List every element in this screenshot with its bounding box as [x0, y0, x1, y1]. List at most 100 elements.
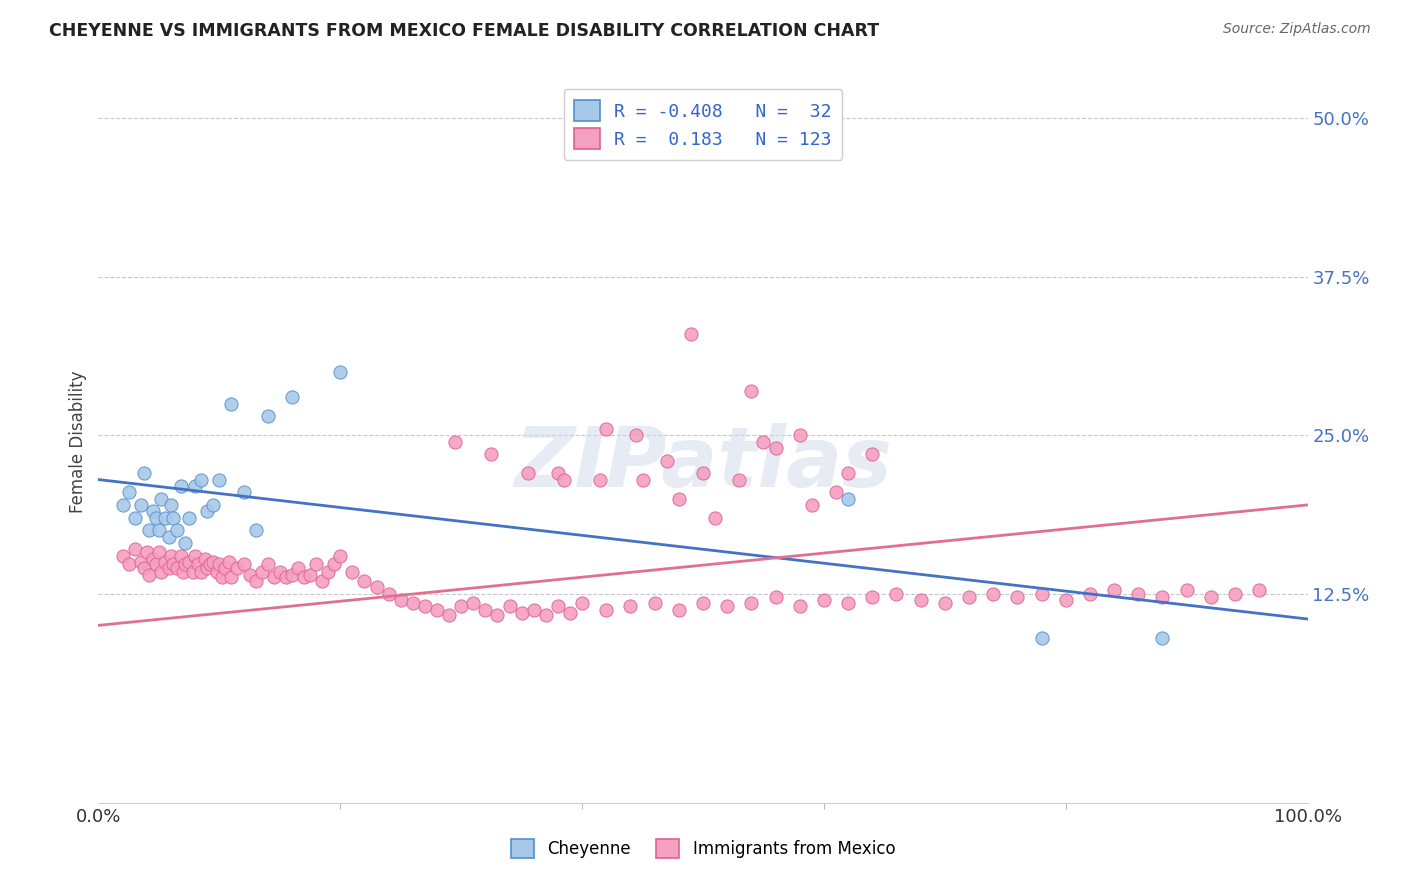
Point — [190, 473, 212, 487]
Point — [138, 523, 160, 537]
Point — [668, 491, 690, 506]
Point — [111, 498, 134, 512]
Point — [245, 523, 267, 537]
Point — [150, 491, 173, 506]
Point — [287, 561, 309, 575]
Point — [226, 561, 249, 575]
Point — [292, 570, 315, 584]
Point — [153, 510, 176, 524]
Point — [655, 453, 678, 467]
Point — [281, 567, 304, 582]
Point — [323, 558, 346, 572]
Point — [547, 599, 569, 614]
Point — [256, 558, 278, 572]
Point — [250, 565, 273, 579]
Point — [124, 510, 146, 524]
Point — [256, 409, 278, 424]
Point — [1199, 591, 1222, 605]
Point — [510, 606, 533, 620]
Point — [195, 561, 218, 575]
Point — [194, 552, 217, 566]
Point — [1031, 587, 1053, 601]
Point — [1152, 591, 1174, 605]
Text: Source: ZipAtlas.com: Source: ZipAtlas.com — [1223, 22, 1371, 37]
Point — [205, 565, 228, 579]
Point — [269, 565, 291, 579]
Point — [1152, 631, 1174, 645]
Point — [157, 561, 180, 575]
Point — [481, 447, 503, 461]
Point — [281, 390, 304, 404]
Point — [1054, 593, 1077, 607]
Point — [1078, 587, 1101, 601]
Point — [124, 542, 146, 557]
Point — [558, 606, 581, 620]
Point — [274, 570, 297, 584]
Point — [179, 510, 201, 524]
Point — [1249, 582, 1271, 597]
Point — [444, 434, 467, 449]
Point — [413, 599, 436, 614]
Point — [142, 504, 165, 518]
Point — [679, 326, 702, 341]
Point — [111, 549, 134, 563]
Point — [571, 595, 593, 609]
Point — [740, 595, 762, 609]
Point — [142, 552, 165, 566]
Point — [789, 428, 811, 442]
Point — [184, 479, 207, 493]
Point — [190, 565, 212, 579]
Point — [765, 441, 787, 455]
Point — [547, 467, 569, 481]
Point — [837, 491, 859, 506]
Point — [166, 523, 188, 537]
Point — [202, 555, 225, 569]
Point — [789, 599, 811, 614]
Point — [202, 498, 225, 512]
Point — [162, 510, 184, 524]
Point — [172, 565, 194, 579]
Point — [232, 485, 254, 500]
Point — [134, 467, 156, 481]
Point — [145, 510, 167, 524]
Point — [402, 595, 425, 609]
Point — [169, 549, 191, 563]
Point — [553, 473, 575, 487]
Point — [619, 599, 641, 614]
Point — [329, 549, 352, 563]
Point — [377, 587, 399, 601]
Point — [187, 558, 209, 572]
Point — [626, 428, 648, 442]
Point — [837, 595, 859, 609]
Point — [150, 565, 173, 579]
Point — [221, 396, 243, 410]
Point — [668, 603, 690, 617]
Point — [214, 561, 236, 575]
Point — [311, 574, 333, 588]
Point — [145, 558, 167, 572]
Point — [162, 558, 184, 572]
Point — [957, 591, 980, 605]
Point — [1031, 631, 1053, 645]
Point — [198, 558, 221, 572]
Point — [169, 479, 191, 493]
Point — [825, 485, 848, 500]
Point — [138, 567, 160, 582]
Point — [174, 536, 197, 550]
Point — [704, 510, 727, 524]
Point — [595, 422, 617, 436]
Point — [129, 498, 152, 512]
Point — [474, 603, 496, 617]
Point — [179, 555, 201, 569]
Point — [813, 593, 835, 607]
Point — [181, 565, 204, 579]
Y-axis label: Female Disability: Female Disability — [69, 370, 87, 513]
Point — [740, 384, 762, 398]
Point — [860, 447, 883, 461]
Point — [134, 561, 156, 575]
Point — [860, 591, 883, 605]
Point — [195, 504, 218, 518]
Point — [1102, 582, 1125, 597]
Point — [728, 473, 751, 487]
Point — [118, 485, 141, 500]
